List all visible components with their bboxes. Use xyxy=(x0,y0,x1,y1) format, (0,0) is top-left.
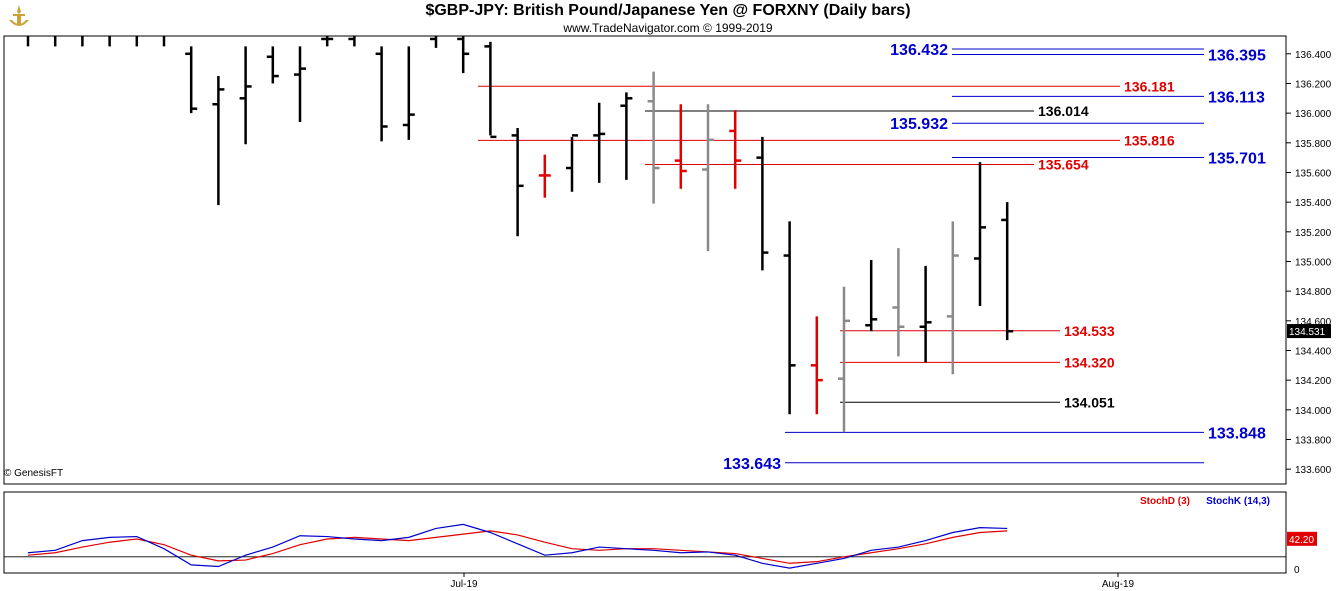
legend-stochd: StochD (3) xyxy=(1140,496,1190,507)
price-level-label: 134.320 xyxy=(1064,354,1115,370)
price-level-label: 135.654 xyxy=(1038,156,1089,172)
price-bar xyxy=(919,265,932,363)
price-bar xyxy=(185,46,198,114)
price-bar xyxy=(511,127,524,237)
price-bars xyxy=(26,36,1014,433)
y-tick-label: 135.000 xyxy=(1295,257,1332,268)
price-bar xyxy=(729,110,742,189)
price-bar xyxy=(756,136,769,271)
price-bar xyxy=(538,154,551,198)
price-bar xyxy=(783,221,796,415)
y-tick-label: 133.800 xyxy=(1295,435,1332,446)
price-bar xyxy=(1001,202,1014,341)
copyright-notice: © GenesisFT xyxy=(4,468,64,479)
price-level-label: 135.816 xyxy=(1124,132,1175,148)
price-level-label: 136.432 xyxy=(890,42,948,59)
chart-subtitle: www.TradeNavigator.com © 1999-2019 xyxy=(563,21,773,35)
stoch-series-line xyxy=(27,530,1008,564)
price-level-label: 135.932 xyxy=(890,116,948,133)
panel-frames xyxy=(3,35,1287,574)
chart-title: $GBP-JPY: British Pound/Japanese Yen @ F… xyxy=(425,2,911,19)
price-level-label: 136.395 xyxy=(1208,48,1266,65)
price-level-label: 134.533 xyxy=(1064,323,1115,339)
trade-navigator-logo-icon xyxy=(4,2,34,32)
price-level-label: 133.643 xyxy=(723,456,781,473)
price-bar xyxy=(974,162,986,306)
y-tick-label: 136.200 xyxy=(1295,79,1332,90)
y-tick-label: 134.400 xyxy=(1295,346,1332,357)
x-tick-label: Jul-19 xyxy=(450,579,478,590)
price-bar xyxy=(375,46,388,142)
stoch-series-line xyxy=(27,523,1008,569)
price-level-label: 135.701 xyxy=(1208,150,1266,167)
x-tick-label: Aug-19 xyxy=(1102,579,1135,590)
price-bar xyxy=(620,92,633,180)
stoch-value-badge xyxy=(1287,531,1317,546)
price-bar xyxy=(266,46,279,84)
price-bar xyxy=(593,102,606,183)
price-bar xyxy=(647,71,660,204)
price-axis: 133.600 133.800 134.000 134.200 134.400 134.6… xyxy=(1286,50,1332,476)
last-price-label: 134.531 xyxy=(1289,327,1326,338)
y-tick-label: 134.200 xyxy=(1295,376,1332,387)
y-tick-label: 135.200 xyxy=(1295,228,1332,239)
y-tick-label: 135.600 xyxy=(1295,168,1332,179)
y-tick-label: 134.800 xyxy=(1295,287,1332,298)
stoch-tick-label: 0 xyxy=(1294,565,1300,576)
price-bar xyxy=(457,36,470,74)
price-bar xyxy=(566,134,578,192)
stochastic-panel: StochD (3) StochK (14,3) 0 42.20 xyxy=(4,496,1317,576)
price-levels: 136.432 136.395 136.181 136.113 136.014 135.9… xyxy=(478,42,1266,473)
price-bar xyxy=(810,316,823,415)
price-bar xyxy=(402,46,415,140)
legend-stochk: StochK (14,3) xyxy=(1206,496,1270,507)
price-bar xyxy=(838,286,850,433)
time-axis: Jul-19 Aug-19 xyxy=(450,573,1135,590)
price-bar xyxy=(865,260,878,332)
y-tick-label: 134.000 xyxy=(1295,406,1332,417)
price-level-label: 133.848 xyxy=(1208,425,1266,442)
price-bar xyxy=(321,36,334,47)
price-level-label: 134.051 xyxy=(1064,394,1115,410)
price-bar xyxy=(892,248,905,357)
price-bar xyxy=(702,104,714,252)
price-panel-frame xyxy=(3,35,1287,485)
price-bar xyxy=(946,221,959,375)
stochastic-panel-frame xyxy=(3,491,1287,574)
price-level-label: 136.113 xyxy=(1208,89,1265,106)
price-bar xyxy=(212,76,225,206)
last-price-badge xyxy=(1287,324,1331,339)
price-bar xyxy=(348,36,356,47)
y-tick-label: 135.800 xyxy=(1295,139,1332,150)
y-tick-label: 136.000 xyxy=(1295,109,1332,120)
y-tick-label: 134.600 xyxy=(1295,317,1332,328)
price-bar xyxy=(484,41,497,139)
y-tick-label: 136.400 xyxy=(1295,50,1332,61)
price-bar xyxy=(239,46,252,145)
y-tick-label: 135.400 xyxy=(1295,198,1332,209)
price-level-label: 136.181 xyxy=(1124,78,1175,94)
price-bar xyxy=(674,104,687,189)
stoch-value-label: 42.20 xyxy=(1289,535,1314,546)
price-bar xyxy=(430,36,438,48)
y-tick-label: 133.600 xyxy=(1295,465,1332,476)
price-bar xyxy=(294,46,306,123)
price-level-label: 136.014 xyxy=(1038,103,1089,119)
